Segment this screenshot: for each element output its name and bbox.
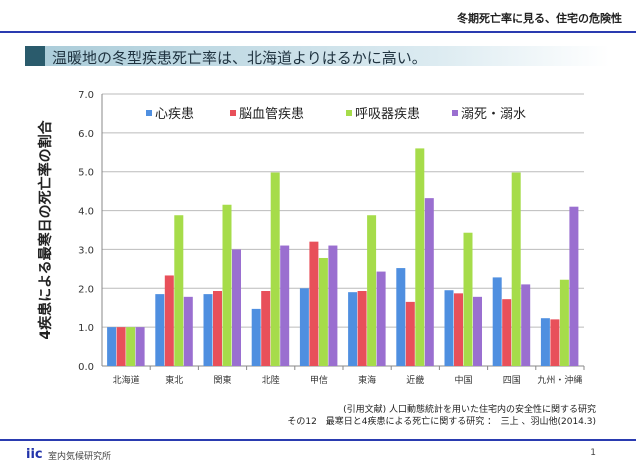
bar — [328, 245, 338, 366]
y-tick-label: 3.0 — [78, 245, 94, 256]
bar — [261, 291, 271, 366]
y-tick-label: 2.0 — [78, 284, 94, 295]
bar — [299, 288, 309, 366]
bar — [396, 268, 406, 366]
x-tick-label: 四国 — [503, 375, 521, 386]
slide-subtitle: 冬期死亡率に見る、住宅の危険性 — [457, 12, 622, 25]
bar — [454, 293, 463, 366]
bar — [222, 204, 232, 366]
title-bar: 温暖地の冬型疾患死亡率は、北海道よりはるかに高い。 — [25, 46, 610, 67]
bar — [116, 327, 126, 366]
logo: iic — [26, 447, 43, 462]
title-accent-block — [25, 46, 45, 66]
bar — [415, 148, 425, 366]
bar — [232, 249, 241, 366]
bar — [107, 327, 117, 366]
x-tick-label: 甲信 — [310, 374, 328, 386]
legend-swatch — [346, 110, 352, 116]
bar — [502, 299, 512, 366]
legend-swatch — [452, 110, 458, 116]
x-tick-label: 東海 — [358, 374, 376, 386]
y-tick-label: 5.0 — [78, 168, 94, 179]
bar — [405, 301, 415, 366]
y-tick-label: 1.0 — [78, 323, 94, 334]
legend-label: 心疾患 — [155, 107, 194, 122]
x-tick-label: 北海道 — [113, 374, 140, 386]
y-tick-label: 6.0 — [78, 129, 94, 140]
x-tick-label: 東北 — [165, 374, 183, 386]
bar — [251, 308, 261, 366]
header-divider — [0, 31, 636, 33]
bar — [473, 296, 482, 366]
legend-label: 脳血管疾患 — [239, 107, 304, 122]
x-tick-label: 近畿 — [406, 374, 424, 386]
bar — [559, 279, 569, 366]
bar — [213, 291, 222, 366]
slide-title: 温暖地の冬型疾患死亡率は、北海道よりはるかに高い。 — [52, 49, 427, 67]
bar — [270, 172, 280, 366]
x-tick-label: 北陸 — [262, 374, 280, 386]
bar — [174, 215, 184, 366]
legend-background — [115, 100, 555, 130]
bar — [492, 277, 502, 366]
bar — [521, 284, 531, 366]
bar — [511, 172, 521, 366]
y-tick-label: 7.0 — [78, 90, 94, 101]
bar — [309, 241, 319, 366]
bar — [569, 206, 579, 366]
x-tick-label: 関東 — [213, 374, 231, 386]
bar — [376, 271, 386, 366]
footer-divider — [0, 439, 636, 441]
bar — [135, 327, 145, 366]
x-tick-label: 九州・沖縄 — [537, 374, 582, 386]
citation: (引用文献) 人口動態統計を用いた住宅内の安全性に関する研究 その12 最寒日と… — [287, 404, 596, 428]
bar — [126, 327, 136, 366]
bar — [444, 290, 454, 366]
bar — [183, 296, 193, 366]
bar — [280, 245, 290, 366]
y-tick-label: 0.0 — [78, 362, 94, 373]
organization-name: 室内気候研究所 — [48, 452, 112, 462]
bar — [164, 275, 174, 366]
bar — [203, 294, 213, 366]
bar — [348, 292, 358, 366]
citation-line-1: (引用文献) 人口動態統計を用いた住宅内の安全性に関する研究 — [343, 405, 596, 415]
bar — [463, 232, 473, 366]
legend-swatch — [230, 110, 236, 116]
citation-line-2: その12 最寒日と4疾患による死亡に関する研究 ： 三上 、羽山他(2014.3… — [287, 417, 596, 427]
bar — [424, 198, 434, 366]
bar — [318, 257, 328, 366]
legend-label: 呼吸器疾患 — [355, 107, 420, 122]
bar — [540, 318, 550, 366]
legend-label: 溺死・溺水 — [461, 107, 526, 122]
bar — [155, 294, 165, 366]
bar-chart: 0.0 1.0 2.0 3.0 4.0 5.0 6.0 7.0 心疾患 脳血管疾患 呼吸器疾患 溺死・… — [78, 90, 585, 386]
bar — [357, 291, 367, 366]
page-number: 1 — [590, 448, 596, 458]
x-tick-label: 中国 — [454, 374, 472, 386]
y-tick-label: 4.0 — [78, 207, 94, 218]
legend-swatch — [146, 110, 152, 116]
bar — [367, 215, 377, 366]
bar — [550, 319, 560, 366]
